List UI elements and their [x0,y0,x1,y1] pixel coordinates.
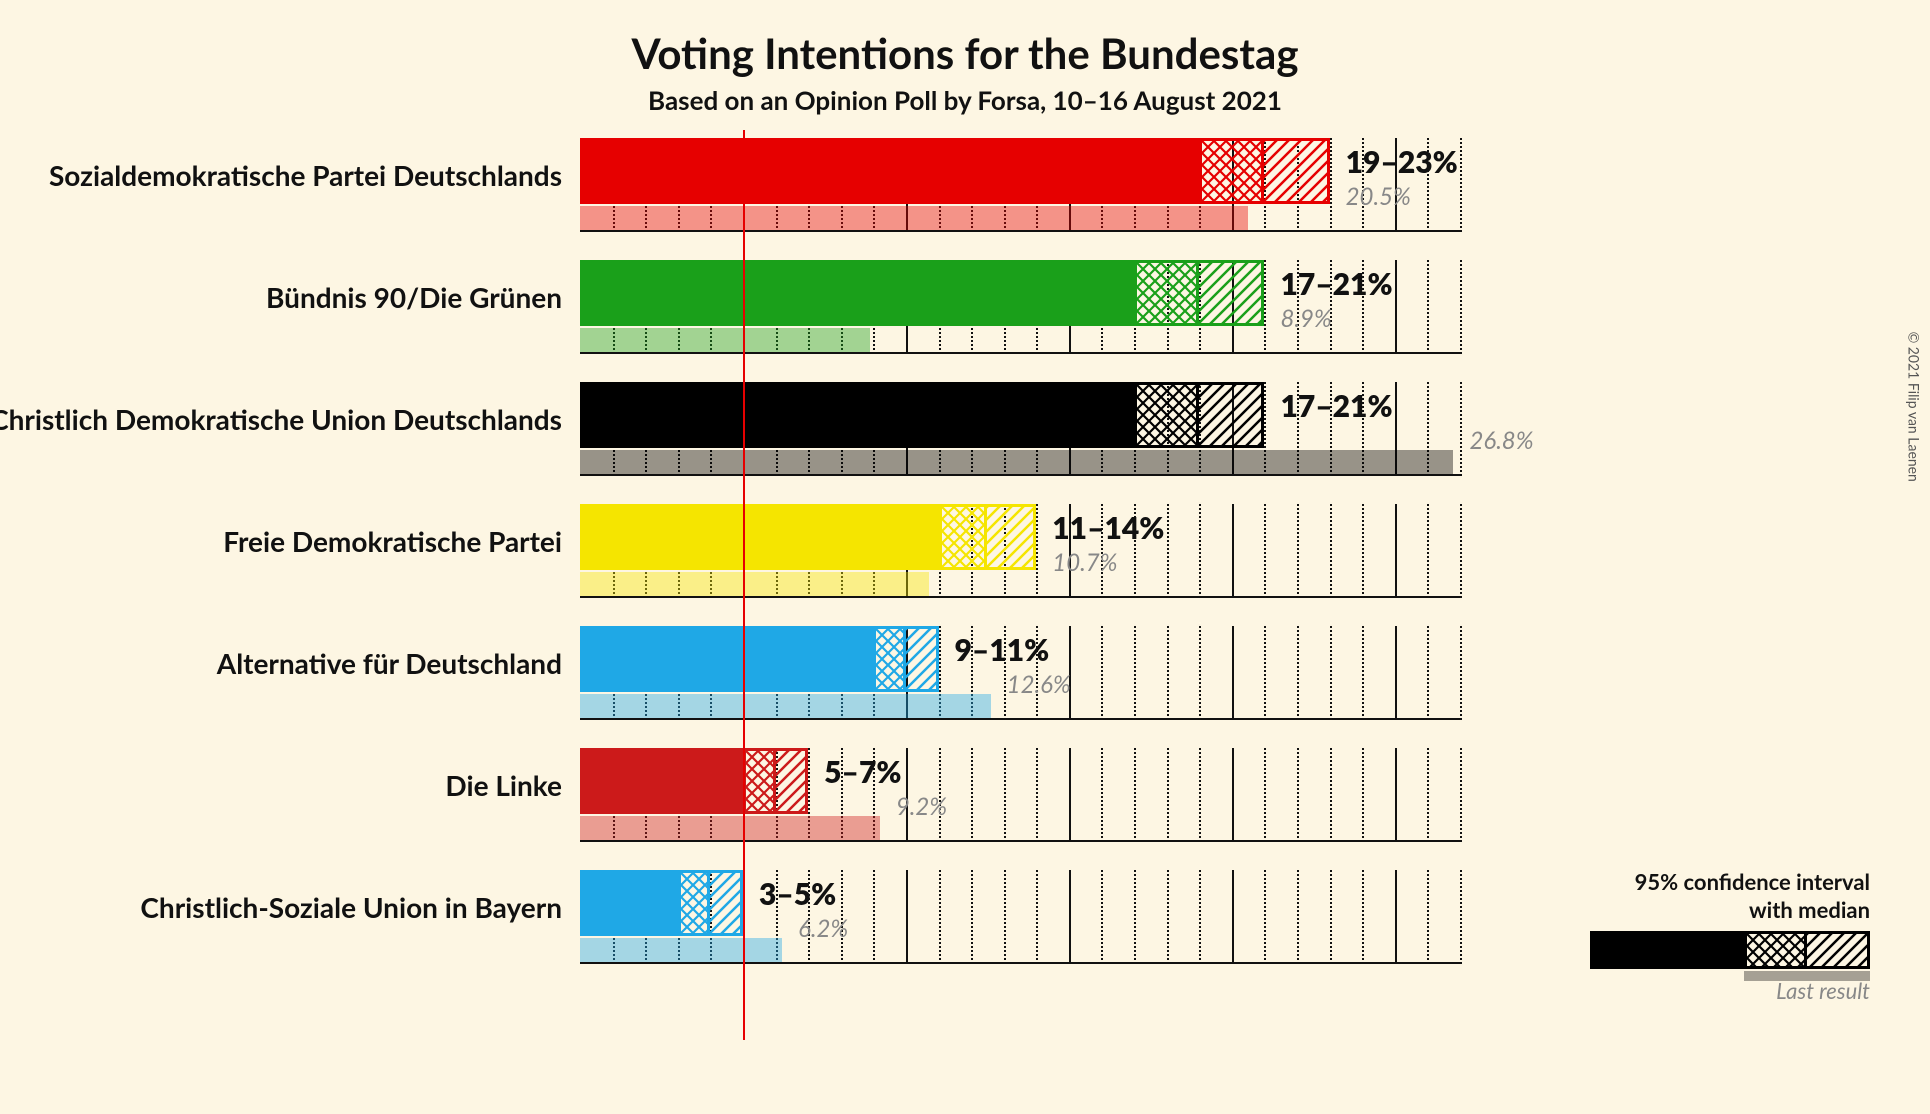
row-baseline [580,474,1460,476]
range-value: 9–11% [955,632,1050,668]
bar-ci-upper [987,504,1036,570]
party-label: Freie Demokratische Partei [223,524,562,558]
party-label: Bündnis 90/Die Grünen [266,280,562,314]
last-result-bar [580,694,991,718]
legend-title-line-2: with median [1749,896,1870,923]
last-value: 10.7% [1052,548,1117,577]
legend: 95% confidence interval with median Last… [1530,868,1870,1004]
range-value: 5–7% [824,754,901,790]
last-value: 9.2% [896,792,947,821]
last-result-bar [580,450,1453,474]
chart-title: Voting Intentions for the Bundestag [0,28,1930,78]
legend-title: 95% confidence interval with median [1530,868,1870,923]
copyright-text: © 2021 Filip van Laenen [1905,332,1922,482]
bar-solid [580,382,1134,448]
bar-ci-lower [1199,138,1264,204]
last-value: 12.6% [1007,670,1071,699]
bar-solid [580,138,1199,204]
bar-solid [580,260,1134,326]
range-value: 17–21% [1280,388,1392,424]
last-value: 26.8% [1469,426,1533,455]
bar-solid [580,504,939,570]
last-result-bar [580,206,1248,230]
party-row: Freie Demokratische Partei11–14%10.7% [580,496,1460,618]
bar-ci-upper [906,626,939,692]
legend-title-line-1: 95% confidence interval [1635,868,1870,895]
bar-solid [580,626,873,692]
row-baseline [580,840,1460,842]
last-result-bar [580,572,929,596]
threshold-line [743,130,745,1040]
bar-ci-lower [1134,260,1199,326]
party-row: Bündnis 90/Die Grünen17–21%8.9% [580,252,1460,374]
party-label: Alternative für Deutschland [217,646,562,680]
last-result-bar [580,328,870,352]
bar-ci-upper [776,748,809,814]
range-value: 3–5% [759,876,836,912]
last-value: 6.2% [798,914,848,943]
range-value: 19–23% [1346,144,1458,180]
range-value: 17–21% [1280,266,1392,302]
legend-last-label: Last result [1530,977,1870,1004]
last-result-bar [580,938,782,962]
bar-ci-upper [710,870,743,936]
row-baseline [580,718,1460,720]
chart-subtitle: Based on an Opinion Poll by Forsa, 10–16… [0,84,1930,116]
party-row: Christlich Demokratische Union Deutschla… [580,374,1460,496]
bar-ci-lower [743,748,776,814]
row-baseline [580,596,1460,598]
bar-solid [580,870,678,936]
bar-ci-lower [678,870,711,936]
bar-ci-lower [873,626,906,692]
party-row: Christlich-Soziale Union in Bayern3–5%6.… [580,862,1460,984]
bar-ci-upper [1199,260,1264,326]
party-label: Sozialdemokratische Partei Deutschlands [49,158,562,192]
plot-area: Sozialdemokratische Partei Deutschlands1… [580,130,1460,1040]
row-baseline [580,230,1460,232]
party-row: Die Linke5–7%9.2% [580,740,1460,862]
range-value: 11–14% [1052,510,1164,546]
bar-ci-upper [1199,382,1264,448]
row-baseline [580,962,1460,964]
bar-solid [580,748,743,814]
last-value: 20.5% [1346,182,1411,211]
last-result-bar [580,816,880,840]
party-label: Christlich-Soziale Union in Bayern [140,890,562,924]
party-label: Christlich Demokratische Union Deutschla… [0,402,562,436]
bar-ci-upper [1264,138,1329,204]
row-baseline [580,352,1460,354]
party-label: Die Linke [445,768,562,802]
party-row: Sozialdemokratische Partei Deutschlands1… [580,130,1460,252]
party-row: Alternative für Deutschland9–11%12.6% [580,618,1460,740]
bar-ci-lower [939,504,988,570]
title-block: Voting Intentions for the Bundestag Base… [0,0,1930,116]
last-value: 8.9% [1280,304,1331,333]
legend-bar-sample [1530,931,1870,973]
bar-ci-lower [1134,382,1199,448]
